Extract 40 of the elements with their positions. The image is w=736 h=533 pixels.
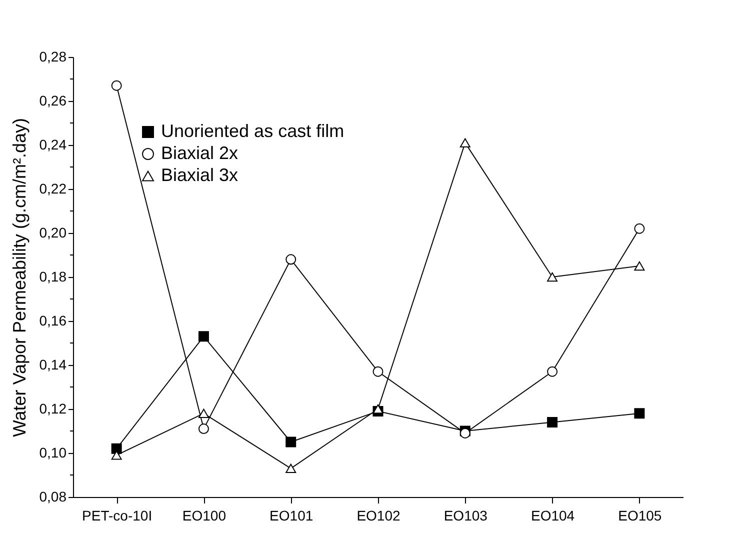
point [547,272,558,282]
point [111,443,122,454]
point [634,223,645,234]
x-tick-label: EO101 [270,508,314,524]
point [286,254,296,265]
point [460,138,470,148]
y-tick-label: 0,14 [39,356,67,372]
point [634,261,645,271]
x-tick-label: EO104 [530,508,575,524]
point [372,404,384,414]
x-tick-label: EO103 [444,508,488,524]
y-tick-label: 0,16 [39,312,67,328]
legend-label: Unoriented as cast film [161,121,344,141]
y-tick-label: 0,28 [39,48,67,64]
x-tick-label: EO105 [618,508,662,524]
point [547,416,558,428]
y-tick-label: 0,12 [39,400,67,416]
legend-label: Biaxial 3x [161,165,238,185]
y-tick-label: 0,24 [39,136,67,152]
y-tick-label: 0,26 [39,92,67,108]
y-tick-label: 0,18 [39,268,67,284]
y-tick-label: 0,20 [39,224,67,240]
point [198,331,209,342]
y-tick-label: 0,08 [39,488,67,504]
y-axis-title: Water Vapor Permeability (g.cm/m².day) [9,118,30,438]
point [634,408,645,419]
y-tick-label: 0,22 [39,180,67,196]
point [111,450,122,460]
x-tick-label: EO102 [356,508,401,524]
point [372,366,384,377]
x-tick-label: EO100 [182,508,226,524]
point [198,408,209,418]
point [198,424,209,434]
y-tick-label: 0,10 [39,444,67,460]
x-tick-label: PET-co-10I [82,508,152,524]
point [286,464,296,474]
point [547,366,558,377]
point [286,436,296,448]
legend-label: Biaxial 2x [161,143,238,163]
point [111,80,122,91]
